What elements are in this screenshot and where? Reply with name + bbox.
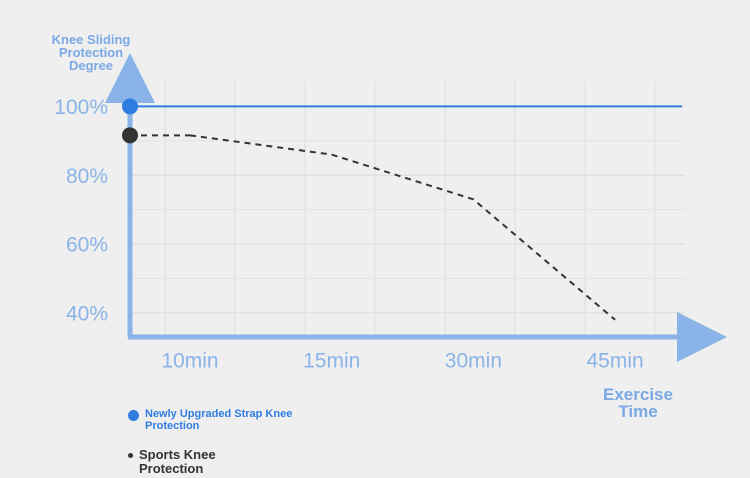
legend-label: Sports Knee Protection: [139, 447, 216, 476]
y-tick-label: 40%: [66, 302, 108, 325]
legend-marker: [128, 410, 139, 421]
series-line: [189, 134, 616, 321]
x-tick-label: 30min: [445, 350, 502, 373]
legend-label: Newly Upgraded Strap Knee Protection: [145, 408, 293, 432]
x-axis-label: Exercise Time: [603, 385, 673, 421]
x-tick-label: 15min: [303, 350, 360, 373]
y-tick-label: 60%: [66, 234, 108, 257]
y-tick-label: 100%: [54, 96, 108, 119]
x-tick-label: 10min: [161, 350, 218, 373]
y-axis-label: Knee Sliding Protection Degree: [51, 32, 131, 73]
legend-entry: Sports Knee Protection: [128, 448, 258, 475]
legend-entry: Newly Upgraded Strap Knee Protection: [128, 408, 308, 432]
start-dot: [122, 127, 138, 144]
start-dot: [122, 98, 138, 115]
y-tick-label: 80%: [66, 165, 108, 188]
x-tick-label: 45min: [586, 350, 643, 373]
legend-marker: [128, 453, 133, 458]
